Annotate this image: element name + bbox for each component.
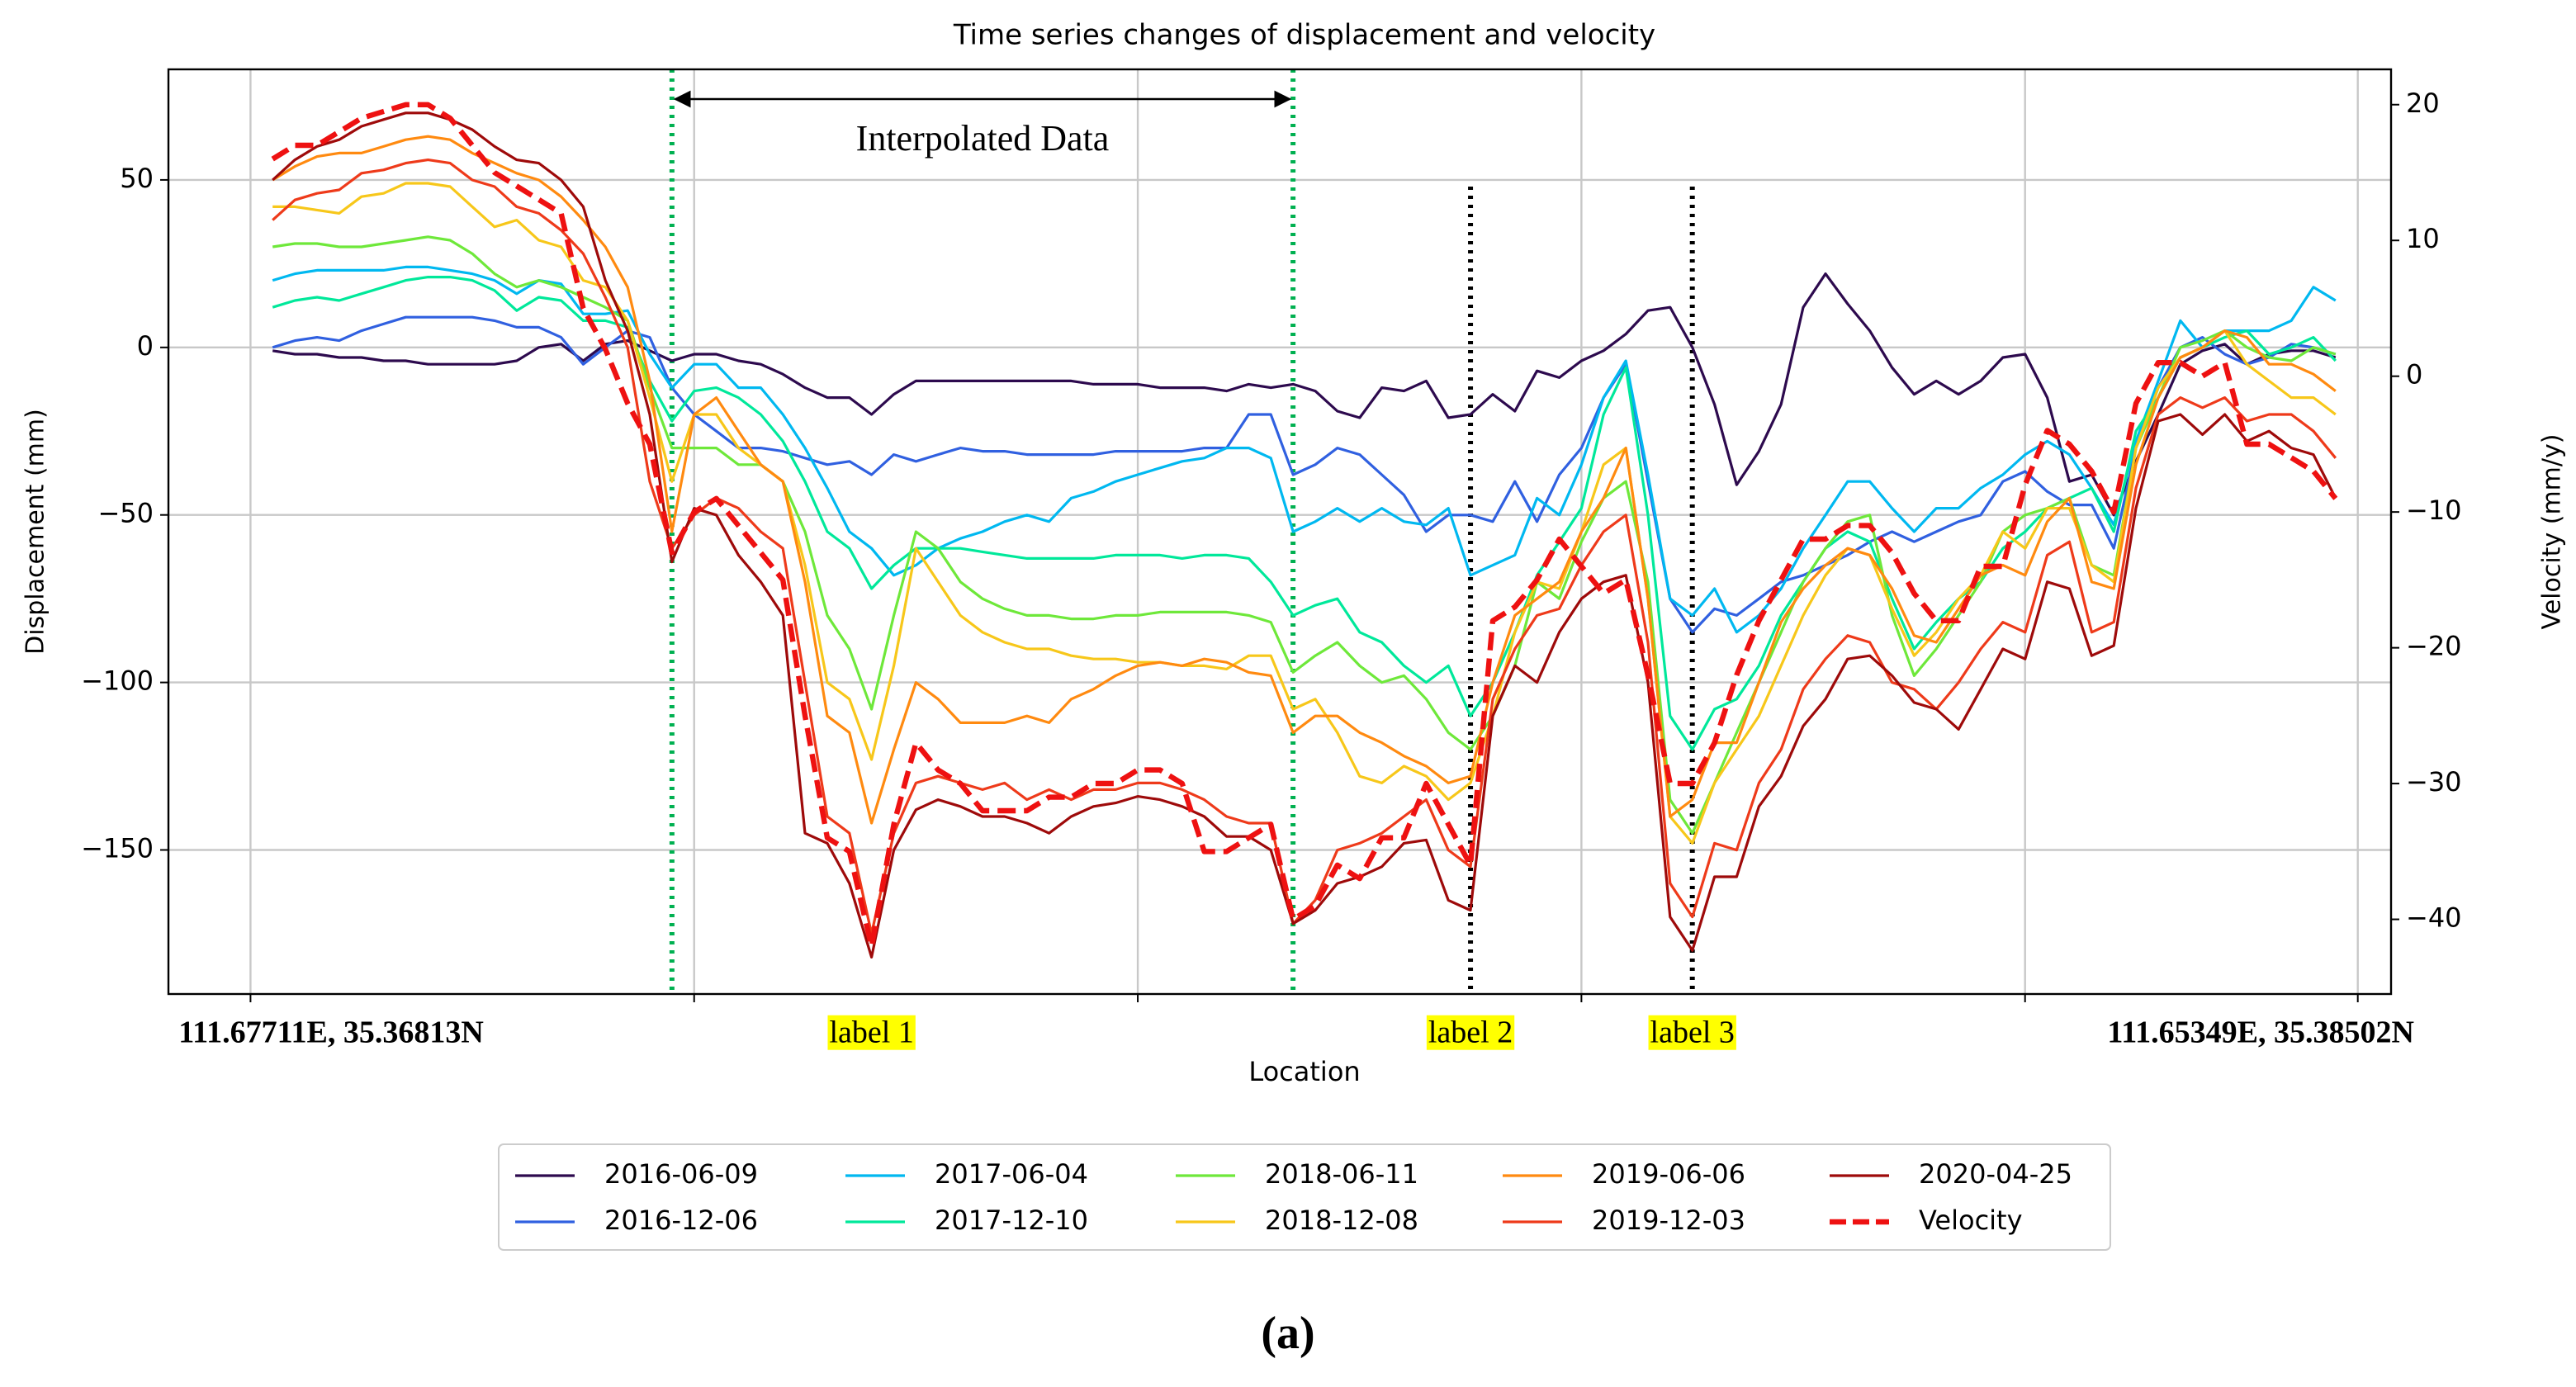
y-axis-label: Displacement (mm) <box>21 409 50 655</box>
y-tick-label: −150 <box>81 833 154 864</box>
legend-label: 2020-04-25 <box>1919 1158 2072 1190</box>
legend-box <box>498 1143 2111 1251</box>
x-tick-label: 111.65349E, 35.38502N <box>2107 1015 2414 1050</box>
y-tick-label: 0 <box>137 330 154 362</box>
x-tick-label: label 2 <box>1428 1015 1513 1050</box>
legend-label: 2019-12-03 <box>1592 1205 1745 1236</box>
y2-tick-label: −20 <box>2406 631 2462 662</box>
legend-label: 2019-06-06 <box>1592 1158 1745 1190</box>
x-category: label 2 <box>1426 1015 1515 1050</box>
legend-label: 2018-12-08 <box>1265 1205 1418 1236</box>
series-line <box>272 111 2337 959</box>
series-line <box>272 315 2337 634</box>
y2-tick-label: −40 <box>2406 902 2462 934</box>
legend-label: Velocity <box>1919 1205 2023 1236</box>
x-category: label 1 <box>827 1015 916 1050</box>
series-line <box>272 235 2337 835</box>
caption: (a) <box>1261 1308 1314 1359</box>
annotation-text: Interpolated Data <box>856 118 1110 159</box>
y2-tick-label: −10 <box>2406 495 2462 526</box>
legend-label: 2016-06-09 <box>604 1158 758 1190</box>
label-highlight <box>1648 1015 1736 1050</box>
legend-label: 2016-12-06 <box>604 1205 758 1236</box>
y-tick-label: 50 <box>120 163 154 194</box>
x-tick-label: label 1 <box>829 1015 913 1050</box>
legend-label: 2017-06-04 <box>935 1158 1088 1190</box>
y2-tick-label: 10 <box>2406 223 2440 254</box>
y2-tick-label: 0 <box>2406 359 2422 391</box>
y2-tick-label: 20 <box>2406 88 2440 119</box>
label-highlight <box>1426 1015 1515 1050</box>
y2-tick-label: −30 <box>2406 766 2462 798</box>
series-line <box>272 135 2337 825</box>
x-tick-label: label 3 <box>1650 1015 1735 1050</box>
legend-label: 2017-12-10 <box>935 1205 1088 1236</box>
series-line <box>272 182 2337 845</box>
x-category: 111.67711E, 35.36813N <box>178 1015 484 1050</box>
label-highlight <box>827 1015 916 1050</box>
x-axis-label: Location <box>1248 1056 1360 1087</box>
series-line <box>271 102 2338 949</box>
y2-axis-label: Velocity (mm/y) <box>2538 434 2567 630</box>
legend-label: 2018-06-11 <box>1265 1158 1418 1190</box>
x-category: label 3 <box>1648 1015 1736 1050</box>
chart-title: Time series changes of displacement and … <box>953 19 1655 52</box>
series-line <box>272 265 2337 634</box>
plot-frame <box>167 68 2393 996</box>
x-tick-label: 111.67711E, 35.36813N <box>178 1015 484 1050</box>
series-line <box>272 272 2337 517</box>
y-tick-label: −50 <box>97 498 154 529</box>
x-category: 111.65349E, 35.38502N <box>2107 1015 2414 1050</box>
y-tick-label: −100 <box>81 665 154 697</box>
